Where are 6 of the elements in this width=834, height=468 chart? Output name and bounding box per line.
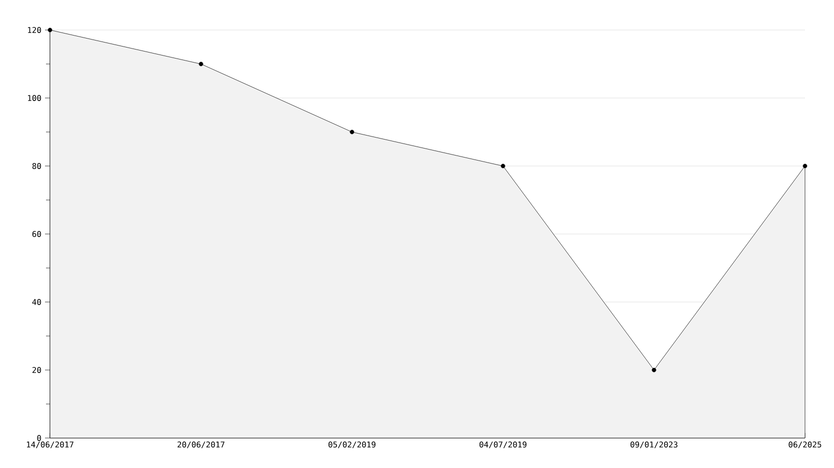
point: [652, 368, 656, 372]
point: [500, 164, 506, 168]
point: [350, 130, 354, 134]
point: [198, 62, 204, 66]
point: [48, 28, 52, 32]
point: [802, 164, 808, 168]
